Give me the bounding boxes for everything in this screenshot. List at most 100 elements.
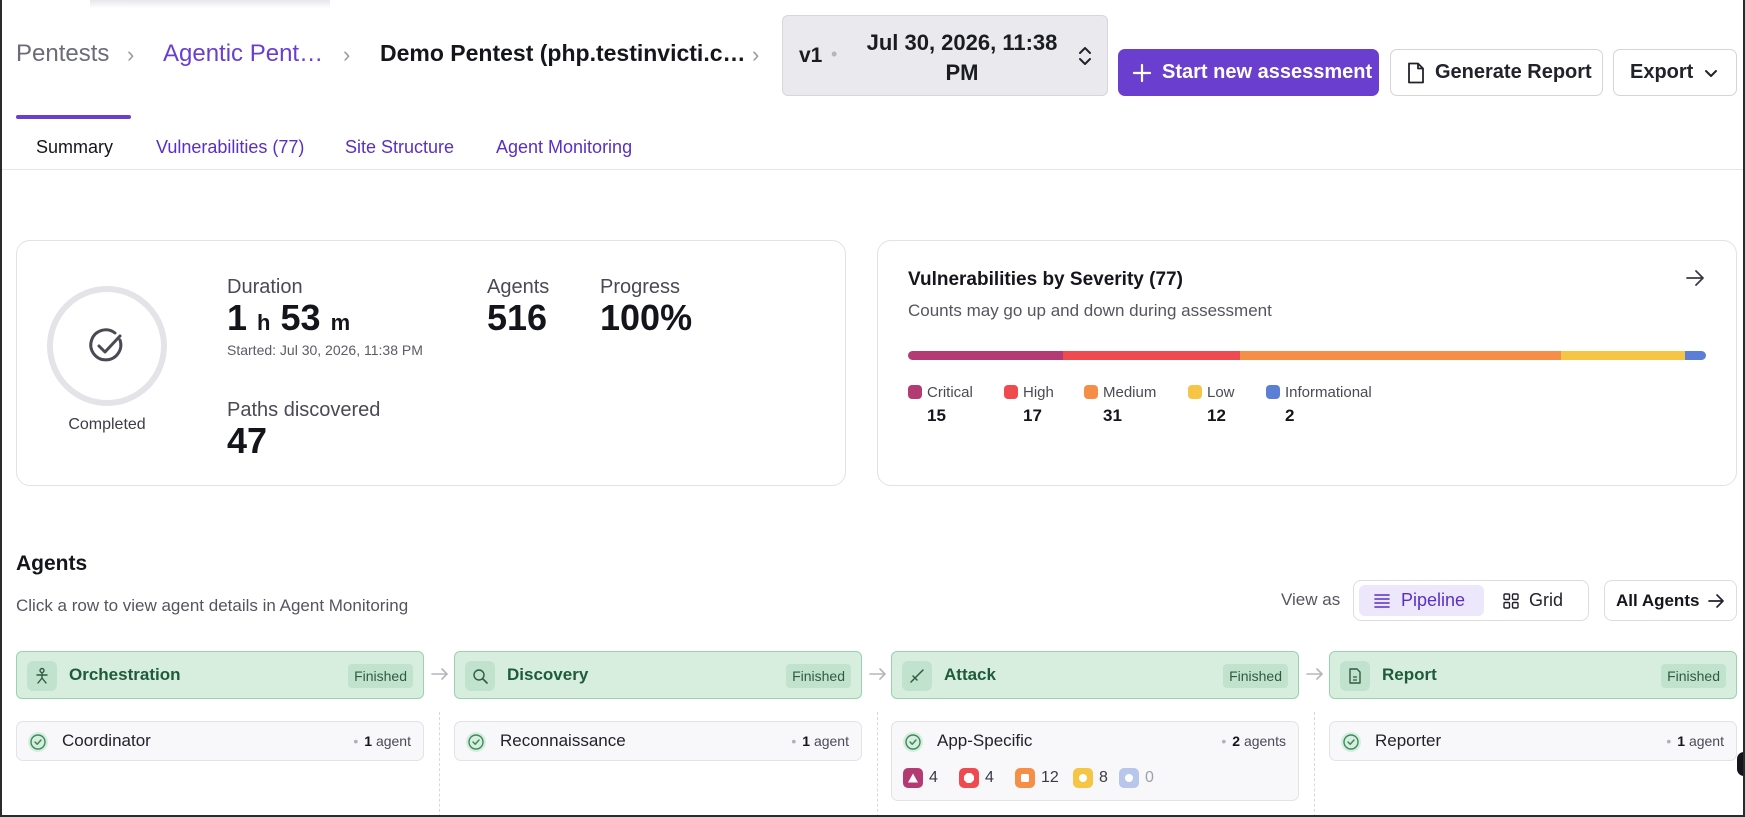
arrow-right-icon bbox=[1306, 668, 1324, 680]
stage-orchestration[interactable]: Orchestration Finished bbox=[16, 651, 424, 699]
legend-label: Low bbox=[1207, 384, 1235, 401]
version-dot: • bbox=[831, 44, 838, 64]
tab-summary[interactable]: Summary bbox=[36, 137, 114, 157]
check-circle-icon bbox=[466, 732, 486, 752]
assessment-summary-card: Completed Duration 1 h 53 m Started: Jul… bbox=[16, 240, 846, 486]
stage-status-badge: Finished bbox=[348, 664, 413, 688]
generate-report-label: Generate Report bbox=[1435, 61, 1592, 83]
legend-count: 31 bbox=[1103, 406, 1122, 425]
vulnerabilities-by-severity-card[interactable]: Vulnerabilities by Severity (77) Counts … bbox=[877, 240, 1737, 486]
grid-icon bbox=[1503, 592, 1519, 609]
stage-discovery[interactable]: Discovery Finished bbox=[454, 651, 862, 699]
agent-name: Coordinator bbox=[62, 731, 151, 750]
severity-distribution-bar bbox=[908, 351, 1706, 360]
stage-name: Discovery bbox=[507, 665, 589, 684]
column-divider bbox=[877, 712, 878, 817]
version-label: v1 bbox=[799, 44, 823, 67]
tab-site-structure[interactable]: Site Structure bbox=[345, 137, 455, 157]
scroll-handle[interactable] bbox=[1737, 752, 1745, 776]
chevron-down-icon bbox=[1705, 69, 1718, 77]
agent-name: App-Specific bbox=[937, 731, 1033, 750]
export-button[interactable]: Export bbox=[1613, 49, 1737, 96]
stage-name: Attack bbox=[944, 665, 996, 684]
agents-label: Agents bbox=[487, 276, 550, 298]
breadcrumb-pentests[interactable]: Pentests bbox=[16, 40, 110, 67]
all-agents-label: All Agents bbox=[1616, 590, 1700, 610]
agent-row-reporter[interactable]: Reporter • 1 agent bbox=[1329, 721, 1737, 761]
legend-count: 15 bbox=[927, 406, 946, 425]
view-toggle: Pipeline Grid bbox=[1353, 580, 1589, 621]
chevron-updown-icon bbox=[1079, 47, 1091, 65]
agent-row-coordinator[interactable]: Coordinator • 1 agent bbox=[16, 721, 424, 761]
legend-count: 12 bbox=[1207, 406, 1226, 425]
agents-section-subtitle: Click a row to view agent details in Age… bbox=[16, 596, 409, 615]
discovery-icon bbox=[465, 661, 495, 691]
legend-label: Medium bbox=[1103, 384, 1157, 401]
arrow-right-icon bbox=[869, 668, 887, 680]
list-icon bbox=[1374, 593, 1390, 608]
severity-segment-medium bbox=[1239, 351, 1561, 360]
plus-icon bbox=[1132, 63, 1152, 82]
attack-icon bbox=[902, 661, 932, 691]
view-as-label: View as bbox=[1281, 590, 1341, 609]
arrow-right-icon bbox=[431, 668, 449, 680]
stage-status-badge: Finished bbox=[1661, 664, 1726, 688]
legend-label: High bbox=[1023, 384, 1054, 401]
duration-hours: 1 bbox=[227, 297, 248, 338]
breadcrumb-separator: › bbox=[752, 42, 760, 67]
stage-attack[interactable]: Attack Finished bbox=[891, 651, 1299, 699]
breadcrumb-agentic-pentest[interactable]: Agentic Pent… bbox=[163, 40, 324, 67]
stage-status-badge: Finished bbox=[786, 664, 851, 688]
started-timestamp: Started: Jul 30, 2026, 11:38 PM bbox=[227, 342, 423, 358]
breadcrumb-separator: › bbox=[343, 42, 351, 67]
all-agents-button[interactable]: All Agents bbox=[1604, 580, 1737, 621]
vulnerabilities-subtitle: Counts may go up and down during assessm… bbox=[908, 301, 1272, 320]
informational-swatch bbox=[1266, 385, 1280, 399]
high-swatch bbox=[1004, 385, 1018, 399]
stage-report[interactable]: Report Finished bbox=[1329, 651, 1737, 699]
stage-status-badge: Finished bbox=[1223, 664, 1288, 688]
breadcrumb-separator: › bbox=[127, 42, 135, 67]
agent-count: • 1 agent bbox=[1666, 733, 1724, 749]
agent-row-reconnaissance[interactable]: Reconnaissance • 1 agent bbox=[454, 721, 862, 761]
start-new-assessment-label: Start new assessment bbox=[1162, 61, 1373, 83]
tab-agent-monitoring[interactable]: Agent Monitoring bbox=[496, 137, 633, 157]
critical-triangle-icon bbox=[903, 768, 923, 788]
high-octagon-icon bbox=[959, 768, 979, 788]
legend-count: 17 bbox=[1023, 406, 1042, 425]
check-circle-icon bbox=[903, 732, 923, 752]
arrow-right-icon[interactable] bbox=[1684, 267, 1706, 289]
version-date: Jul 30, 2026, 11:38 PM bbox=[866, 30, 1058, 85]
duration-label: Duration bbox=[227, 276, 303, 298]
export-label: Export bbox=[1630, 61, 1694, 83]
report-icon bbox=[1340, 661, 1370, 691]
informational-circle-icon bbox=[1119, 768, 1139, 788]
view-pipeline-option[interactable]: Pipeline bbox=[1359, 585, 1484, 616]
active-tab-indicator bbox=[16, 115, 131, 119]
agent-row-app-specific[interactable]: App-Specific • 2 agents 4 4 12 8 0 bbox=[891, 721, 1299, 801]
duration-hours-unit: h bbox=[257, 310, 271, 335]
version-selector[interactable]: v1 • Jul 30, 2026, 11:38 PM bbox=[782, 15, 1108, 96]
duration-minutes: 53 bbox=[280, 297, 321, 338]
status-label: Completed bbox=[68, 416, 146, 433]
view-pipeline-label: Pipeline bbox=[1401, 590, 1466, 610]
check-circle-icon bbox=[1341, 732, 1361, 752]
informational-count: 0 bbox=[1119, 768, 1154, 788]
check-circle-icon bbox=[28, 732, 48, 752]
start-new-assessment-button[interactable]: Start new assessment bbox=[1118, 49, 1379, 96]
top-shadow bbox=[90, 0, 330, 8]
medium-square-icon bbox=[1015, 768, 1035, 788]
legend-label: Informational bbox=[1285, 384, 1372, 401]
agent-count: • 1 agent bbox=[791, 733, 849, 749]
generate-report-button[interactable]: Generate Report bbox=[1390, 49, 1603, 96]
severity-segment-informational bbox=[1685, 351, 1706, 360]
agent-count: • 2 agents bbox=[1221, 733, 1286, 749]
legend-label: Critical bbox=[927, 384, 973, 401]
critical-count: 4 bbox=[903, 768, 938, 788]
stage-name: Report bbox=[1382, 665, 1437, 684]
stage-name: Orchestration bbox=[69, 665, 181, 684]
tab-vulnerabilities[interactable]: Vulnerabilities (77) bbox=[156, 137, 305, 157]
view-grid-option[interactable]: Grid bbox=[1489, 585, 1577, 616]
column-divider bbox=[1314, 712, 1315, 817]
check-circle-icon bbox=[89, 328, 123, 362]
